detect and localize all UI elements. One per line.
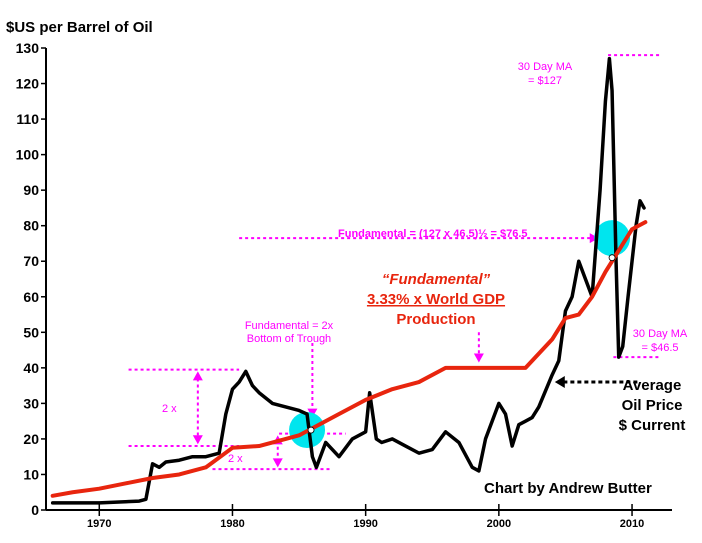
avg-price-label-3: $ Current xyxy=(619,417,686,434)
fundamental-line xyxy=(50,220,648,498)
guide-lines xyxy=(128,54,662,471)
y-tick-label: 40 xyxy=(23,360,39,376)
x-tick-label: 2010 xyxy=(620,518,644,530)
trough-ma-label: 30 Day MA xyxy=(633,328,688,340)
y-tick-label: 60 xyxy=(23,289,39,305)
y-tick-label: 80 xyxy=(23,218,39,234)
x-ticks: 1970 1980 1990 2000 2010 xyxy=(87,504,644,530)
avg-price-label-1: Average xyxy=(623,377,682,394)
fundamental-subtitle: 3.33% x World GDP xyxy=(367,291,505,308)
two-x-upper: 2 x xyxy=(162,403,177,415)
y-tick-label: 70 xyxy=(23,253,39,269)
fundamental-subtitle-2: Production xyxy=(396,311,475,328)
arrow-upper-2x-bottom xyxy=(192,435,203,445)
y-tick-label: 20 xyxy=(23,431,39,447)
x-tick-label: 1980 xyxy=(220,518,244,530)
intersection-dots xyxy=(307,254,638,434)
avg-price-arrow-head xyxy=(554,376,565,389)
y-tick-label: 10 xyxy=(23,466,39,482)
y-ticks: 0 10 20 30 40 50 60 70 80 90 100 110 120 130 xyxy=(16,40,46,518)
two-x-lower: 2 x xyxy=(228,453,243,465)
x-tick-label: 1990 xyxy=(353,518,377,530)
y-tick-label: 130 xyxy=(16,40,40,56)
y-tick-label: 0 xyxy=(31,502,39,518)
trough-note-line2: Bottom of Trough xyxy=(247,333,331,345)
peak-ma-value: = $127 xyxy=(528,75,562,87)
fundamental-calc: Fundamental = (127 x 46.5)½ = $76.5 xyxy=(338,228,528,240)
price-line xyxy=(50,56,646,505)
x-tick-label: 2000 xyxy=(487,518,511,530)
y-tick-label: 100 xyxy=(16,147,40,163)
y-tick-label: 110 xyxy=(16,111,39,127)
intersection-dot xyxy=(307,426,315,434)
y-tick-label: 50 xyxy=(23,324,39,340)
avg-price-label-2: Oil Price xyxy=(622,397,683,414)
y-tick-label: 30 xyxy=(23,395,39,411)
arrow-lower-2x-bottom xyxy=(272,458,283,468)
y-tick-label: 90 xyxy=(23,182,39,198)
intersection-dot xyxy=(608,254,616,262)
arrow-fundamental-title xyxy=(473,353,484,363)
fundamental-title: “Fundamental” xyxy=(382,271,491,288)
y-tick-label: 120 xyxy=(16,76,40,92)
chart-credit: Chart by Andrew Butter xyxy=(484,480,652,497)
trough-note-line1: Fundamental = 2x xyxy=(245,320,334,332)
trough-ma-value: = $46.5 xyxy=(641,342,678,354)
arrow-upper-2x-top xyxy=(192,371,203,381)
peak-ma-label: 30 Day MA xyxy=(518,61,573,73)
series-group xyxy=(50,56,648,505)
x-tick-label: 1970 xyxy=(87,518,111,530)
y-axis-title: $US per Barrel of Oil xyxy=(6,19,153,36)
